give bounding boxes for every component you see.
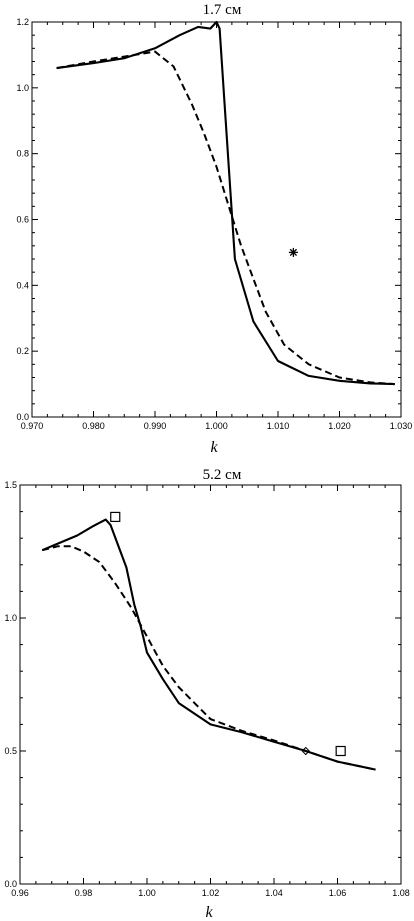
tick-group: 0.96 0.98 1.00 1.02 1.04 1.06 1.08 0.0 0.5 1.0 1.5 <box>4 480 409 898</box>
x-tick-label: 0.990 <box>144 421 167 431</box>
x-tick-label: 1.02 <box>202 888 220 898</box>
x-axis-label: k <box>205 904 213 921</box>
chart-top: 1.7 см 0.970 0.980 0.990 1.000 1.010 1.020 1.0… <box>16 2 412 456</box>
x-tick-label: 0.96 <box>11 888 29 898</box>
y-tick-label: 1.0 <box>16 83 29 93</box>
x-tick-label: 0.970 <box>21 421 44 431</box>
x-tick-label: 0.980 <box>82 421 105 431</box>
y-tick-label: 0.0 <box>4 879 17 889</box>
marker-group <box>288 247 298 257</box>
diamond-marker <box>301 746 310 756</box>
solid-series-line <box>56 20 395 386</box>
x-tick-label: 1.00 <box>138 888 156 898</box>
chart-title: 1.7 см <box>203 2 242 18</box>
square-marker <box>335 745 346 757</box>
y-tick-label: 0.4 <box>16 280 29 290</box>
y-tick-label: 0.8 <box>16 149 29 159</box>
plot-frame <box>31 21 402 418</box>
plot-frame <box>19 484 402 885</box>
x-tick-label: 1.06 <box>329 888 347 898</box>
x-axis-label: k <box>210 439 218 456</box>
square-marker <box>110 511 121 523</box>
series-group <box>41 518 376 771</box>
y-tick-label: 1.2 <box>16 17 29 27</box>
y-tick-label: 0.5 <box>4 746 17 756</box>
marker-group <box>110 511 346 757</box>
y-tick-label: 0.6 <box>16 215 29 225</box>
chart-title: 5.2 см <box>203 467 242 483</box>
x-tick-label: 1.04 <box>265 888 283 898</box>
y-tick-label: 0.0 <box>16 412 29 422</box>
solid-series-line <box>41 518 376 771</box>
asterisk-marker <box>288 247 298 257</box>
x-tick-label: 1.030 <box>390 421 413 431</box>
x-tick-label: 1.08 <box>392 888 410 898</box>
y-tick-label: 0.2 <box>16 346 29 356</box>
series-group <box>56 20 395 386</box>
y-tick-label: 1.0 <box>4 613 17 623</box>
x-tick-label: 1.010 <box>267 421 290 431</box>
x-tick-label: 0.98 <box>75 888 93 898</box>
dashed-series-line <box>41 545 376 771</box>
tick-group: 0.970 0.980 0.990 1.000 1.010 1.020 1.030 0.0 0.… <box>16 17 412 431</box>
x-tick-label: 1.020 <box>328 421 351 431</box>
chart-bottom: 5.2 см 0.96 0.98 1.00 1.02 1.04 1.06 1.080.00.… <box>4 467 409 921</box>
y-tick-label: 1.5 <box>4 480 17 490</box>
dashed-series-line <box>56 50 395 386</box>
x-tick-label: 1.000 <box>205 421 228 431</box>
